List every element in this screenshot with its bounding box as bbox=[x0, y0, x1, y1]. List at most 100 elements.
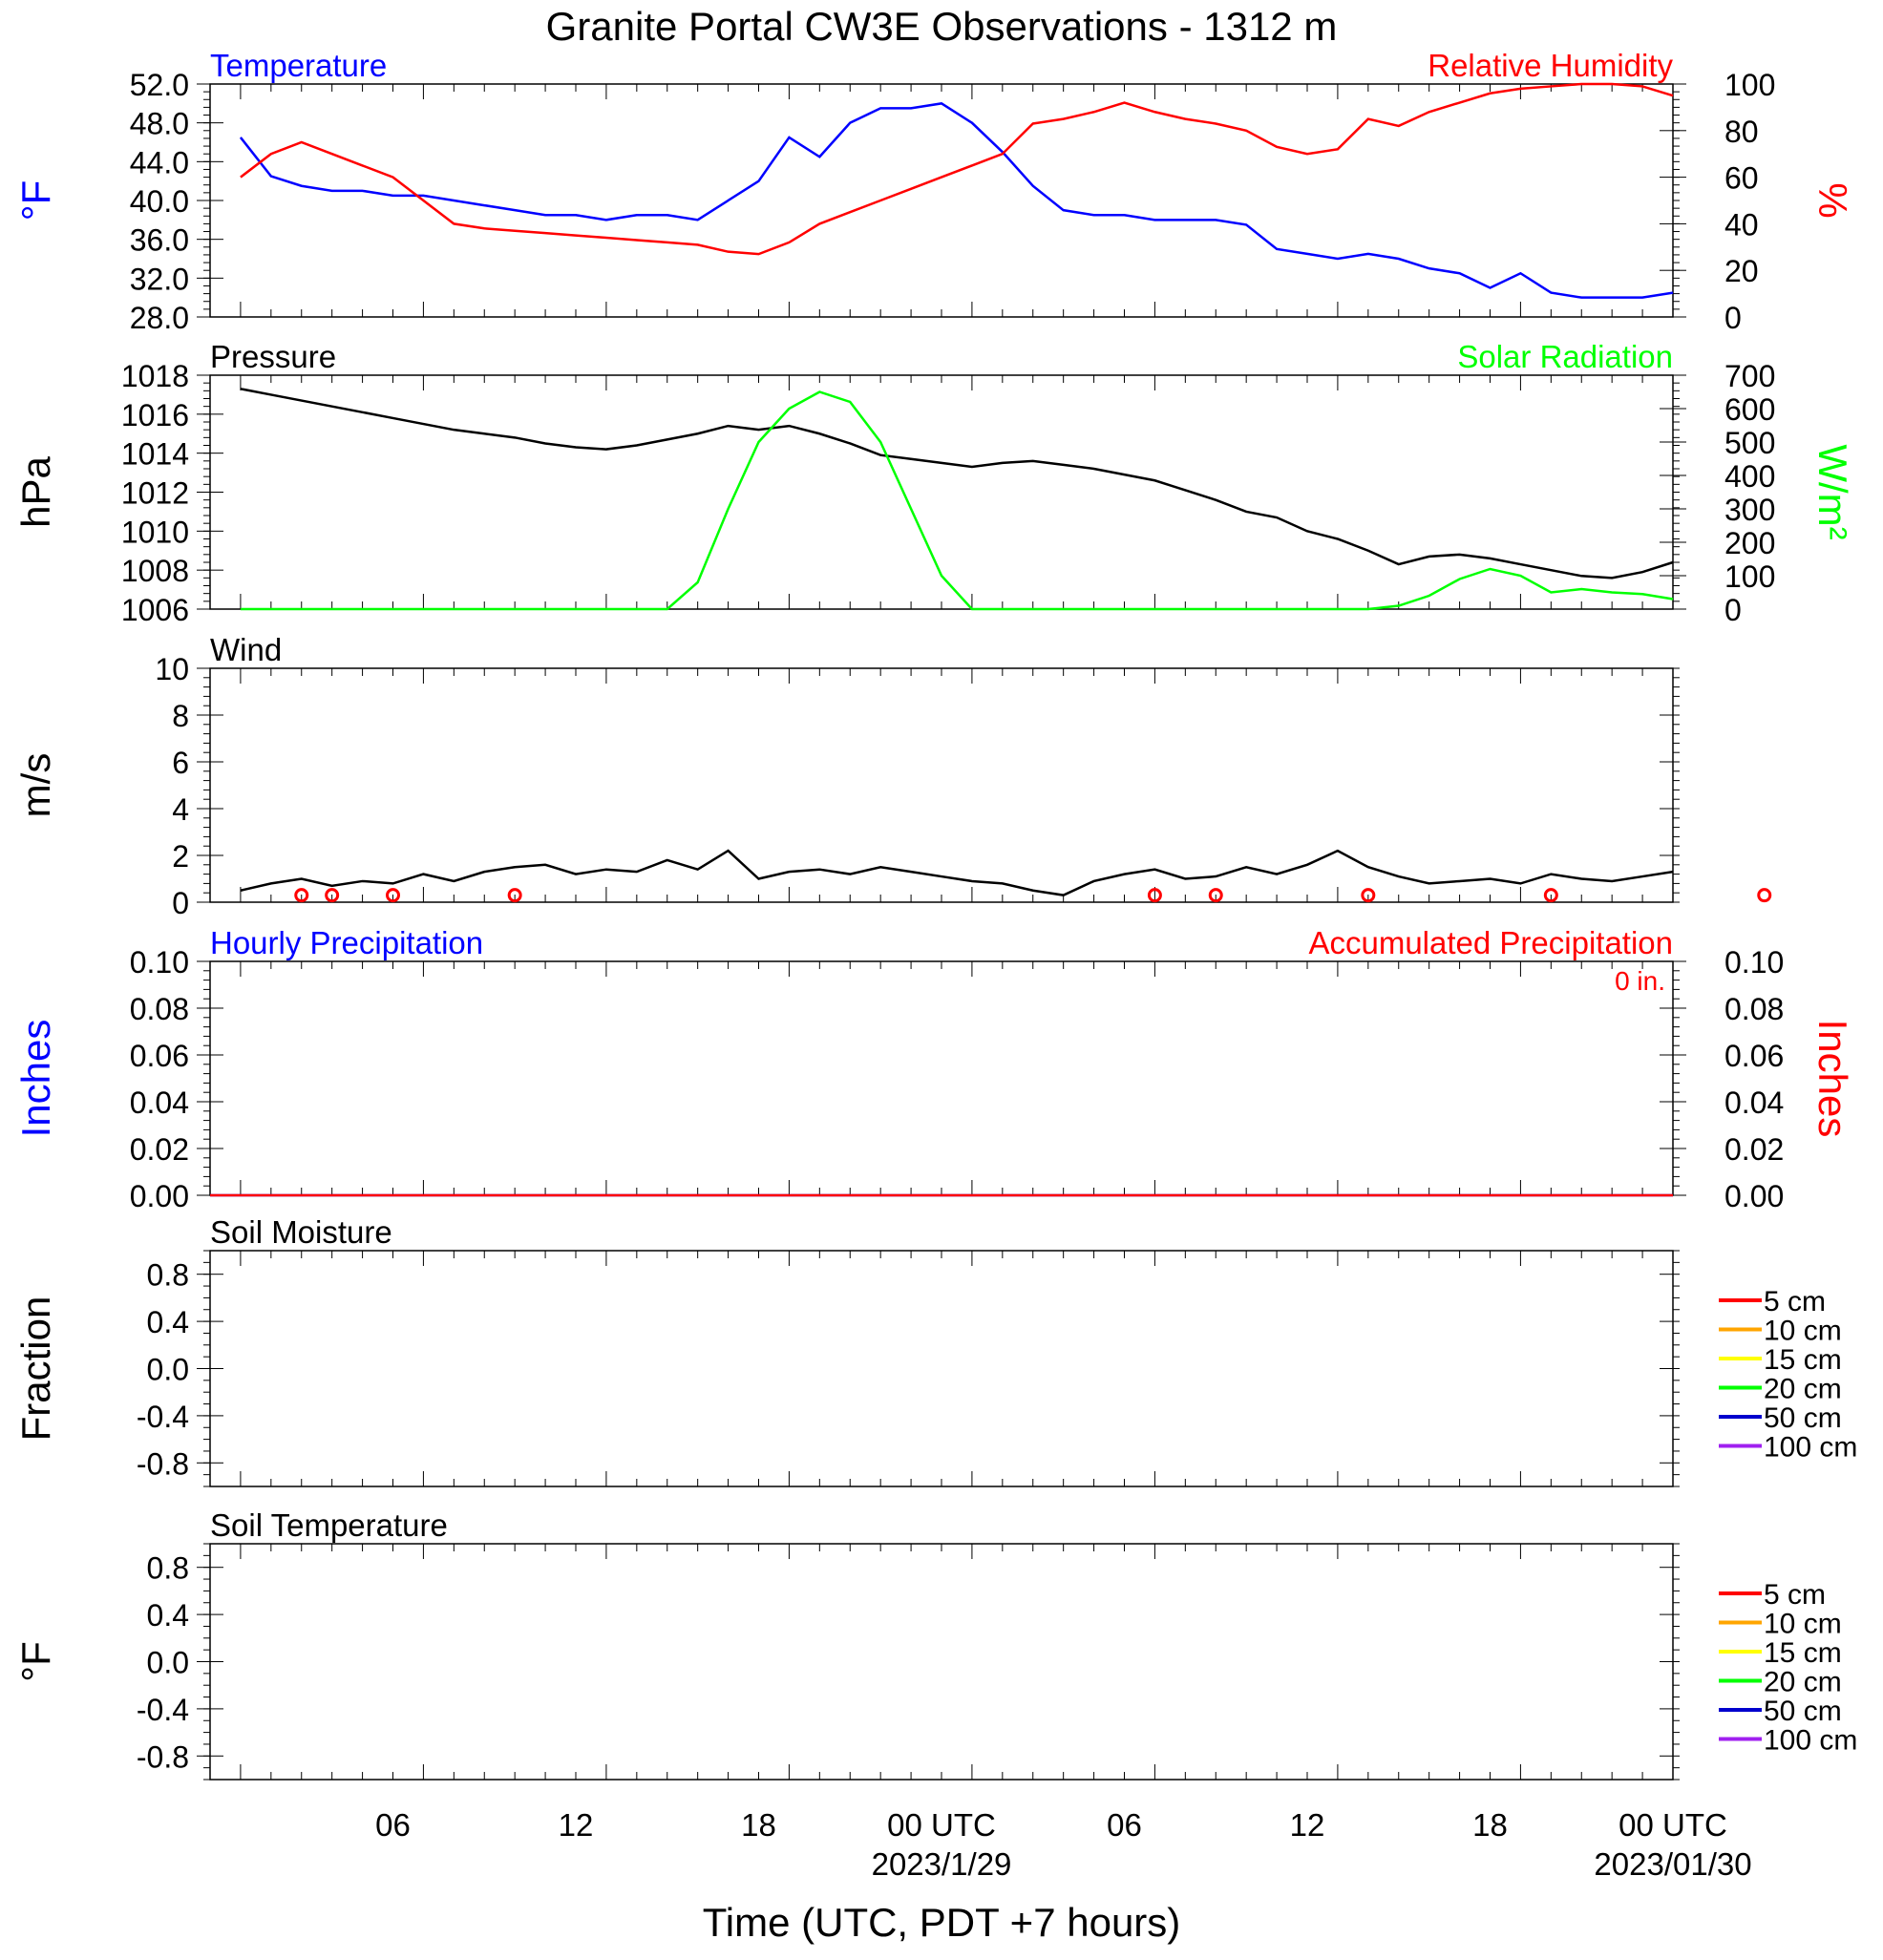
y-tick-label-left: 0.06 bbox=[130, 1039, 189, 1073]
y-tick-label-right: 300 bbox=[1724, 493, 1775, 527]
y-tick-label-left: 1012 bbox=[121, 476, 189, 511]
y-tick-label-left: 0.4 bbox=[147, 1598, 189, 1633]
legend-label: 15 cm bbox=[1764, 1637, 1842, 1669]
y-tick-label-left: 28.0 bbox=[130, 301, 189, 335]
panel-frame bbox=[209, 667, 1674, 903]
y-axis-label-left: Inches bbox=[13, 1020, 58, 1138]
y-tick-label-right: 700 bbox=[1724, 359, 1775, 393]
calm-wind-marker bbox=[1208, 888, 1223, 903]
series-line-pressure bbox=[240, 388, 1674, 580]
y-tick-label-left: 44.0 bbox=[130, 145, 189, 179]
panel-3: 0 2 4 6 8 10 Wind m/s bbox=[13, 632, 1772, 920]
legend-label: 5 cm bbox=[1764, 1579, 1826, 1611]
panels: 28.032.036.040.044.048.052.0020406080100… bbox=[13, 48, 1857, 1781]
y-axis-label-left: hPa bbox=[13, 455, 58, 527]
y-tick-label-left: 1008 bbox=[121, 554, 189, 588]
y-tick-label-right: 0.00 bbox=[1724, 1179, 1784, 1213]
x-tick-label: 18 bbox=[1472, 1807, 1508, 1843]
y-tick-label-left: 40.0 bbox=[130, 184, 189, 219]
series-line-relative-humidity bbox=[240, 82, 1674, 256]
y-tick-label-right: 200 bbox=[1724, 526, 1775, 560]
y-tick-label-right: 80 bbox=[1724, 115, 1759, 149]
x-tick-label: 12 bbox=[1290, 1807, 1325, 1843]
legend-label: 10 cm bbox=[1764, 1316, 1842, 1347]
calm-wind-marker bbox=[1757, 888, 1772, 903]
y-tick-label-right: 500 bbox=[1724, 426, 1775, 460]
calm-wind-marker bbox=[507, 888, 522, 903]
calm-wind-marker bbox=[386, 888, 400, 903]
panel-title-right: Solar Radiation bbox=[1457, 339, 1673, 374]
y-tick-label-left: 0.10 bbox=[130, 945, 189, 980]
y-tick-label-right: 0 bbox=[1724, 301, 1742, 335]
y-tick-label-left: 0.8 bbox=[147, 1258, 189, 1293]
x-date-label: 2023/01/30 bbox=[1594, 1846, 1751, 1882]
legend-label: 50 cm bbox=[1764, 1402, 1842, 1434]
y-tick-label-left: 1014 bbox=[121, 437, 189, 472]
y-axis-label-right: Inches bbox=[1810, 1020, 1855, 1138]
y-tick-label-right: 100 bbox=[1724, 68, 1775, 102]
y-tick-label-left: 2 bbox=[172, 839, 189, 874]
y-tick-label-left: 0 bbox=[172, 886, 189, 920]
legend-label: 50 cm bbox=[1764, 1696, 1842, 1727]
y-axis-label-left: °F bbox=[13, 180, 58, 221]
y-tick-label-left: 0.0 bbox=[147, 1646, 189, 1680]
panel-title-left: Soil Temperature bbox=[210, 1507, 448, 1543]
y-tick-label-left: 4 bbox=[172, 792, 189, 827]
y-tick-label-left: 8 bbox=[172, 699, 189, 733]
y-tick-label-right: 600 bbox=[1724, 392, 1775, 427]
y-tick-label-left: 1010 bbox=[121, 515, 189, 549]
panel-title-left: Wind bbox=[210, 632, 282, 667]
y-tick-label-left: 36.0 bbox=[130, 223, 189, 258]
y-tick-label-right: 40 bbox=[1724, 207, 1759, 242]
series-line-temperature bbox=[239, 102, 1674, 299]
y-axis-label-right: % bbox=[1810, 182, 1855, 218]
figure-title: Granite Portal CW3E Observations - 1312 … bbox=[546, 4, 1338, 49]
legend-label: 100 cm bbox=[1764, 1432, 1857, 1464]
panel-frame bbox=[209, 1543, 1674, 1781]
panel-4: 0.00 0.02 0.04 0.06 0.08 0.10 0.00 0.02 0.04 0.06… bbox=[13, 925, 1855, 1213]
panel-2: 1006 1008 1010 1012 1014 1016 1018 010020030040… bbox=[13, 339, 1855, 627]
y-tick-label-left: 0.02 bbox=[130, 1132, 189, 1167]
y-tick-label-left: 0.00 bbox=[130, 1179, 189, 1213]
x-tick-label: 06 bbox=[375, 1807, 411, 1843]
x-tick-label: 06 bbox=[1107, 1807, 1142, 1843]
y-tick-label-left: 1006 bbox=[121, 593, 189, 627]
x-date-label: 2023/1/29 bbox=[872, 1846, 1012, 1882]
panel-frame bbox=[209, 83, 1674, 318]
panel-title-left: Soil Moisture bbox=[210, 1214, 392, 1250]
x-tick-label: 18 bbox=[741, 1807, 776, 1843]
legend-label: 100 cm bbox=[1764, 1725, 1857, 1757]
y-tick-label-left: 1016 bbox=[121, 398, 189, 432]
y-tick-label-right: 0.02 bbox=[1724, 1132, 1784, 1167]
y-tick-label-right: 0.04 bbox=[1724, 1085, 1784, 1120]
panel-frame bbox=[209, 960, 1674, 1196]
y-tick-label-left: 52.0 bbox=[130, 68, 189, 102]
panel-frame bbox=[209, 1250, 1674, 1487]
y-tick-label-right: 20 bbox=[1724, 254, 1759, 288]
panel-title-right: Accumulated Precipitation bbox=[1308, 925, 1673, 960]
y-axis-label-left: Fraction bbox=[13, 1296, 58, 1442]
legend-label: 5 cm bbox=[1764, 1286, 1826, 1317]
y-tick-label-left: -0.4 bbox=[137, 1400, 189, 1434]
y-tick-label-left: 48.0 bbox=[130, 107, 189, 141]
y-tick-label-left: 0.08 bbox=[130, 992, 189, 1026]
legend-label: 20 cm bbox=[1764, 1667, 1842, 1698]
y-axis-label-left: m/s bbox=[13, 753, 58, 818]
x-tick-label: 00 UTC bbox=[887, 1807, 996, 1843]
x-tick-label: 12 bbox=[559, 1807, 594, 1843]
y-axis-label-right: W/m² bbox=[1810, 444, 1855, 539]
y-tick-label-left: 1018 bbox=[121, 359, 189, 393]
y-tick-label-right: 100 bbox=[1724, 559, 1775, 594]
x-axis-label: Time (UTC, PDT +7 hours) bbox=[703, 1900, 1181, 1945]
y-tick-label-left: -0.8 bbox=[137, 1446, 189, 1481]
panel-title-left: Temperature bbox=[210, 48, 387, 83]
y-tick-label-left: 0.8 bbox=[147, 1551, 189, 1586]
y-tick-label-left: 0.04 bbox=[130, 1085, 189, 1120]
y-tick-label-right: 0.06 bbox=[1724, 1039, 1784, 1073]
calm-wind-marker bbox=[325, 888, 340, 903]
y-tick-label-left: 6 bbox=[172, 746, 189, 780]
legend-label: 20 cm bbox=[1764, 1374, 1842, 1405]
